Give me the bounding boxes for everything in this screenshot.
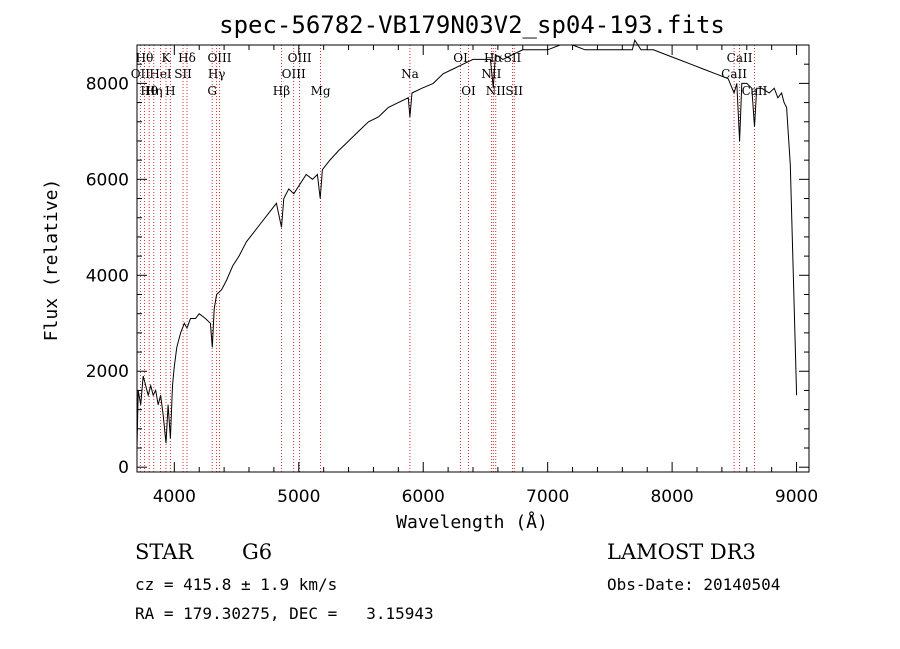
x-tick-label: 4000 [153,487,196,507]
coordinates: RA = 179.30275, DEC = 3.15943 [135,604,434,623]
y-tick-labels: 0 2000 4000 6000 8000 [86,74,129,478]
chart-title: spec-56782-VB179N03V2_sp04-193.fits [219,11,725,39]
line-label-24: CaII [721,67,747,81]
y-tick-label: 2000 [86,362,129,382]
line-label-21: NII [486,84,506,98]
line-label-14: OIII [288,51,312,65]
observation-date: Obs-Date: 20140504 [607,575,781,594]
x-tick-label: 7000 [526,487,569,507]
line-label-17: OI [453,51,468,65]
line-label-13: OIII [282,67,306,81]
line-label-16: Na [401,67,419,81]
line-label-12: Hβ [273,84,290,98]
y-axis-label: Flux (relative) [41,179,62,342]
line-label-9: G [207,84,217,98]
line-label-22: SII [504,51,522,65]
line-label-1: Hθ [136,51,154,65]
x-axis-label: Wavelength (Å) [396,511,548,533]
y-tick-label: 0 [118,458,129,478]
line-label-23: SII [505,84,523,98]
line-label-18: OI [461,84,476,98]
line-label-5: K [162,51,172,65]
object-class: STAR [135,540,194,564]
x-tick-label: 9000 [775,487,818,507]
line-label-25: CaII [727,51,753,65]
object-subclass: G6 [242,540,273,564]
x-tick-label: 8000 [650,487,693,507]
line-label-20: Hα [484,51,503,65]
x-tick-label: 6000 [402,487,445,507]
line-label-2: Hθ [140,84,158,98]
axis-ticks [137,44,809,472]
y-tick-label: 4000 [86,266,129,286]
line-label-6: H [165,84,175,98]
line-label-4: HeI [149,67,172,81]
line-label-7: SII [174,67,192,81]
x-tick-labels: 4000 5000 6000 7000 8000 9000 [153,487,818,507]
line-label-0: OII [131,67,151,81]
line-label-10: Hγ [208,67,226,81]
line-label-26: CaII [742,84,768,98]
x-tick-label: 5000 [277,487,320,507]
y-tick-label: 8000 [86,74,129,94]
line-label-8: Hδ [178,51,196,65]
emission-line-labels: OIIHθHθHηHeIKHSIIHδGHγOIIIHβOIIIOIIIMgNa… [131,51,768,98]
line-label-15: Mg [311,84,331,98]
spectrum-chart: spec-56782-VB179N03V2_sp04-193.fits OIIH… [41,11,818,533]
line-label-11: OIII [207,51,231,65]
line-label-3: Hη [145,84,163,98]
y-tick-label: 6000 [86,170,129,190]
survey-name: LAMOST DR3 [607,540,756,564]
redshift-velocity: cz = 415.8 ± 1.9 km/s [135,575,338,594]
spectrum-series-line [136,38,798,449]
emission-line-markers [139,45,755,472]
